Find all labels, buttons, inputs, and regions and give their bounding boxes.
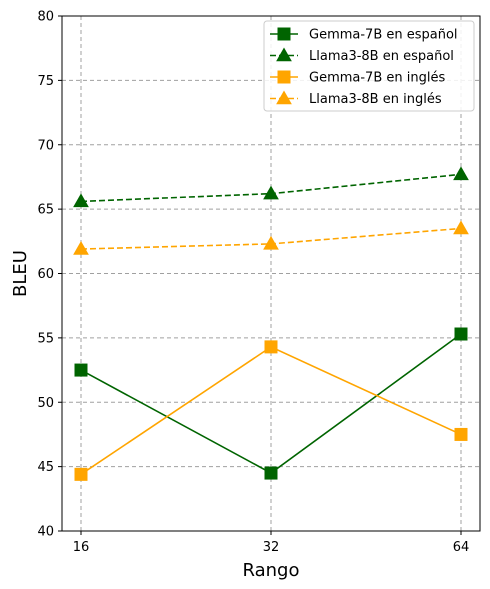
- legend-item: Llama3-8B en inglés: [270, 90, 442, 107]
- y-tick-label: 55: [37, 331, 54, 346]
- legend-marker: [276, 90, 292, 105]
- y-tick-label: 65: [37, 203, 54, 218]
- x-tick-label: 32: [263, 540, 280, 555]
- legend-item: Gemma-7B en español: [270, 27, 458, 43]
- data-point: [73, 193, 89, 208]
- legend-label: Llama3-8B en inglés: [309, 92, 442, 107]
- y-tick-label: 70: [37, 138, 54, 153]
- y-tick-label: 80: [37, 10, 54, 25]
- legend-marker: [276, 47, 292, 62]
- data-point: [454, 427, 468, 441]
- legend-marker: [277, 27, 291, 41]
- x-axis-label: Rango: [243, 560, 300, 581]
- legend-label: Gemma-7B en español: [309, 28, 458, 43]
- legend-marker: [277, 70, 291, 84]
- y-tick-label: 45: [37, 460, 54, 475]
- legend-label: Llama3-8B en español: [309, 49, 454, 64]
- series-2: [73, 166, 469, 208]
- legend-item: Llama3-8B en español: [270, 47, 454, 64]
- data-point: [74, 467, 88, 481]
- data-point: [264, 466, 278, 480]
- series-1: [74, 327, 468, 480]
- series-4: [73, 220, 469, 255]
- y-tick-label: 50: [37, 396, 54, 411]
- x-tick-label: 64: [453, 540, 470, 555]
- data-point: [454, 327, 468, 341]
- legend-label: Gemma-7B en inglés: [309, 71, 445, 86]
- data-point: [453, 220, 469, 235]
- data-point: [453, 166, 469, 181]
- data-point: [263, 235, 279, 250]
- series-layer: [73, 166, 469, 481]
- data-point: [73, 241, 89, 255]
- y-tick-label: 40: [37, 525, 54, 540]
- legend-item: Gemma-7B en inglés: [270, 70, 445, 86]
- legend-box: [263, 20, 475, 112]
- data-point: [74, 363, 88, 377]
- axis-ticks: 40 45 50 55 60 65 70 75 80 16 32 64: [37, 10, 469, 556]
- y-axis-label: BLEU: [10, 250, 31, 297]
- y-tick-label: 75: [37, 74, 54, 89]
- legend: Gemma-7B en español Llama3-8B en español G…: [263, 20, 475, 112]
- y-tick-label: 60: [37, 267, 54, 282]
- x-tick-label: 16: [73, 540, 90, 555]
- data-point: [263, 185, 279, 200]
- data-point: [264, 340, 278, 354]
- series-3: [74, 340, 468, 481]
